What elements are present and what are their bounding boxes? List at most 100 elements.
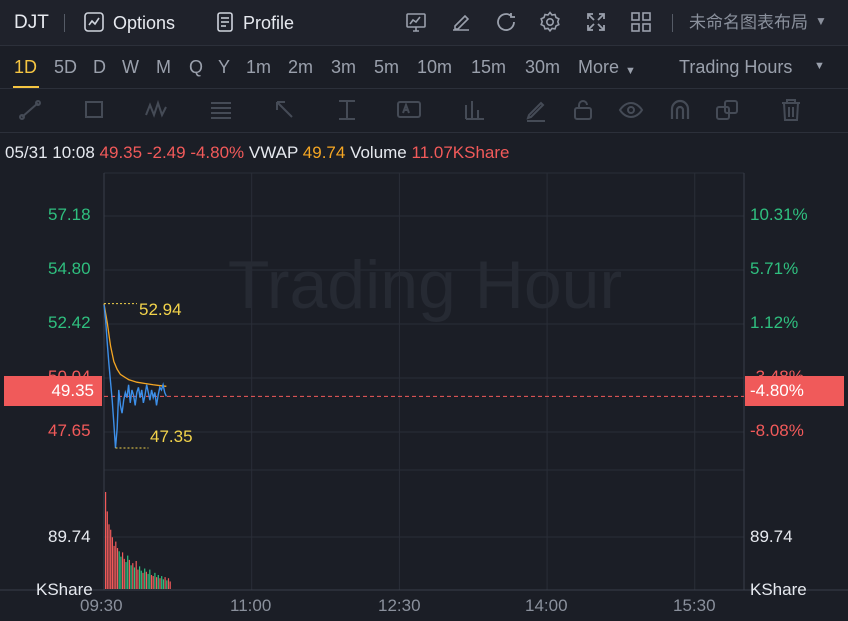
indicator-tool-icon[interactable] (462, 97, 488, 123)
volume-bar (132, 563, 134, 589)
arrow-tool-icon[interactable] (272, 97, 298, 123)
volume-value: 11.07KShare (411, 143, 510, 162)
active-timeframe-underline (13, 86, 39, 88)
timeframe-15m[interactable]: 15m (471, 57, 507, 77)
right-axis-tick: 5.71% (750, 259, 799, 278)
pattern-tool-icon[interactable] (144, 97, 170, 123)
session-select[interactable]: Trading Hours (679, 57, 793, 77)
timeframe-m[interactable]: M (156, 57, 171, 77)
timeframe-y[interactable]: Y (218, 57, 231, 77)
timeframe-d[interactable]: D (93, 57, 106, 77)
volume-bar (113, 545, 115, 589)
right-axis-tick: -8.08% (750, 421, 804, 440)
timeframe-30m[interactable]: 30m (525, 57, 561, 77)
volume-bar (154, 572, 156, 589)
volume-axis-tick: 89.74 (48, 527, 91, 546)
volume-axis-tick: 89.74 (750, 527, 793, 546)
volume-bar (108, 524, 110, 589)
quote-datetime: 05/31 10:08 (5, 143, 95, 162)
quote-price: 49.35 (99, 143, 143, 162)
pen-tool-icon[interactable] (523, 97, 549, 123)
volume-bar (156, 577, 158, 589)
volume-bar (164, 577, 166, 589)
time-axis-tick: 12:30 (378, 596, 421, 615)
top-toolbar: DJT Options Profile 未命名图表布局 ▼ (0, 0, 848, 46)
lock-icon[interactable] (570, 97, 596, 123)
volume-bar (152, 576, 154, 589)
volume-label: Volume (350, 143, 407, 162)
timeframe-5m[interactable]: 5m (374, 57, 400, 77)
volume-bar (135, 560, 137, 589)
volume-bar (106, 511, 108, 589)
volume-bar (169, 581, 171, 589)
volume-bar (142, 572, 144, 589)
volume-bar (159, 578, 161, 589)
fib-tool-icon[interactable] (208, 97, 234, 123)
right-axis-tick: 1.12% (750, 313, 799, 332)
volume-bar (105, 492, 107, 589)
left-axis-tick: 54.80 (48, 259, 91, 278)
volume-bar (111, 537, 113, 589)
timeframe-bar: 1D 5D D W M Q Y 1m 2m 3m 5m 10m 15m 30m More ▼ Trading … (0, 46, 848, 89)
rectangle-tool-icon[interactable] (82, 97, 108, 123)
timeframe-more[interactable]: More (578, 57, 620, 77)
timeframe-3m[interactable]: 3m (331, 57, 357, 77)
refresh-icon[interactable] (494, 10, 520, 36)
layout-name[interactable]: 未命名图表布局 (689, 13, 808, 32)
volume-bar (118, 551, 120, 589)
volume-bar (130, 565, 132, 589)
volume-bar (115, 541, 117, 589)
options-tab[interactable]: Options (113, 13, 176, 33)
volume-bar (123, 558, 125, 589)
measure-tool-icon[interactable] (334, 97, 360, 123)
time-axis-tick: 15:30 (673, 596, 716, 615)
timeframe-2m[interactable]: 2m (288, 57, 314, 77)
volume-bar (144, 568, 146, 589)
left-axis-tick: 47.65 (48, 421, 91, 440)
volume-bar (120, 556, 122, 589)
options-icon[interactable] (82, 10, 108, 36)
text-tool-icon[interactable] (396, 97, 422, 123)
line-tool-icon[interactable] (18, 97, 44, 123)
timeframe-5d[interactable]: 5D (54, 57, 78, 77)
volume-bar (166, 580, 168, 589)
volume-bar (150, 574, 153, 589)
magnet-icon[interactable] (667, 97, 693, 123)
profile-tab[interactable]: Profile (243, 13, 295, 33)
copy-icon[interactable] (714, 97, 740, 123)
left-axis-tick: 57.18 (48, 205, 91, 224)
grid-layout-icon[interactable] (629, 10, 655, 36)
high-label: 52.94 (139, 300, 182, 319)
timeframe-w[interactable]: W (122, 57, 139, 77)
layout-dropdown-icon[interactable]: ▼ (815, 14, 827, 28)
volume-bar (149, 569, 151, 589)
timeframe-q[interactable]: Q (189, 57, 204, 77)
chart-icon[interactable] (404, 10, 430, 36)
volume-bar (127, 555, 129, 589)
vwap-line (103, 303, 167, 387)
eye-icon[interactable] (618, 97, 644, 123)
timeframe-1m[interactable]: 1m (246, 57, 272, 77)
price-line (103, 304, 168, 449)
timeframe-1d[interactable]: 1D (14, 57, 38, 77)
profile-icon[interactable] (213, 10, 239, 36)
divider (672, 14, 673, 32)
volume-bar (157, 574, 159, 589)
more-dropdown-icon[interactable]: ▼ (625, 65, 636, 77)
timeframe-10m[interactable]: 10m (417, 57, 453, 77)
current-price-tag: 49.35 (4, 376, 102, 406)
time-axis-tick: 09:30 (80, 596, 123, 615)
drawing-toolbar (0, 89, 848, 133)
time-axis-tick: 14:00 (525, 596, 568, 615)
fullscreen-icon[interactable] (584, 10, 610, 36)
volume-bar (110, 529, 112, 589)
session-dropdown-icon[interactable]: ▼ (814, 60, 825, 72)
edit-icon[interactable] (449, 10, 475, 36)
volume-bar (145, 571, 147, 589)
trash-icon[interactable] (778, 97, 804, 123)
settings-icon[interactable] (538, 10, 564, 36)
volume-bar (167, 578, 170, 589)
volume-bar (140, 570, 142, 589)
symbol-title[interactable]: DJT (14, 12, 49, 33)
